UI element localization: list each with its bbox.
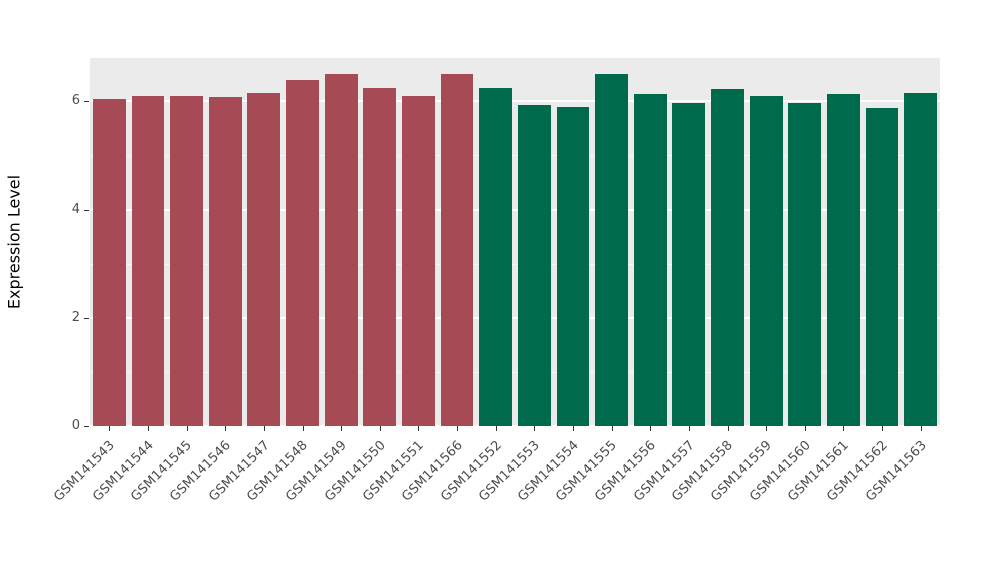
bar-GSM141558 — [711, 89, 744, 426]
bar-GSM141548 — [286, 79, 319, 426]
bar-GSM141559 — [749, 95, 783, 426]
bar-GSM141560 — [788, 102, 822, 426]
bar-GSM141562 — [865, 108, 899, 426]
x-tick-mark — [495, 426, 497, 431]
x-tick-mark — [341, 426, 343, 431]
bar-GSM141557 — [672, 102, 706, 426]
bar-GSM141561 — [826, 94, 860, 426]
x-tick-mark — [882, 426, 884, 431]
x-tick-mark — [186, 426, 188, 431]
x-axis-labels: GSM141543 GSM141544 GSM141545 GSM141546 GSM1… — [51, 426, 940, 576]
bar-GSM141552 — [479, 87, 513, 426]
bar-GSM141554 — [556, 106, 590, 426]
gridline-major — [90, 316, 940, 319]
gridline-minor — [90, 263, 940, 265]
y-tick-mark — [84, 317, 89, 319]
y-tick-mark — [84, 209, 89, 211]
y-tick-label: 2 — [71, 309, 80, 325]
bar-GSM141547 — [247, 93, 281, 426]
bar-GSM141545 — [170, 95, 203, 426]
gridline-major — [90, 208, 940, 211]
x-tick-mark — [688, 426, 690, 431]
x-tick-mark — [418, 426, 420, 431]
gridline-major — [90, 100, 940, 103]
bar-GSM141544 — [131, 95, 165, 426]
bar-GSM141543 — [92, 98, 126, 426]
x-tick-mark — [804, 426, 806, 431]
bar-GSM141549 — [324, 74, 358, 426]
x-tick-mark — [572, 426, 574, 431]
y-tick-mark — [84, 101, 89, 103]
x-tick-mark — [225, 426, 227, 431]
x-tick-mark — [650, 426, 652, 431]
y-axis-title: Expression Level — [4, 174, 24, 310]
x-tick-mark — [843, 426, 845, 431]
y-tick-label: 4 — [71, 201, 80, 217]
bar-GSM141556 — [633, 94, 667, 426]
x-tick-mark — [611, 426, 613, 431]
x-tick-mark — [147, 426, 149, 431]
bar-GSM141566 — [440, 74, 474, 426]
x-tick-mark — [727, 426, 729, 431]
x-tick-mark — [766, 426, 768, 431]
y-tick-mark — [84, 426, 89, 427]
x-tick-mark — [263, 426, 265, 431]
bar-GSM141551 — [401, 95, 435, 426]
bar-GSM141550 — [363, 87, 397, 426]
y-tick-label: 6 — [71, 93, 80, 109]
x-tick-mark — [534, 426, 536, 431]
x-tick-mark — [109, 426, 111, 431]
bar-GSM141546 — [208, 96, 242, 426]
y-tick-label: 0 — [71, 418, 80, 433]
gridline-minor — [90, 371, 940, 373]
bar-GSM141553 — [517, 105, 551, 426]
plot-panel — [90, 58, 940, 427]
gridline-minor — [90, 155, 940, 157]
bar-GSM141563 — [904, 93, 938, 426]
x-tick-mark — [920, 426, 922, 431]
x-tick-mark — [302, 426, 304, 431]
bar-GSM141555 — [595, 74, 628, 426]
x-tick-mark — [457, 426, 459, 431]
x-tick-mark — [379, 426, 381, 431]
gridline-major — [90, 425, 940, 427]
